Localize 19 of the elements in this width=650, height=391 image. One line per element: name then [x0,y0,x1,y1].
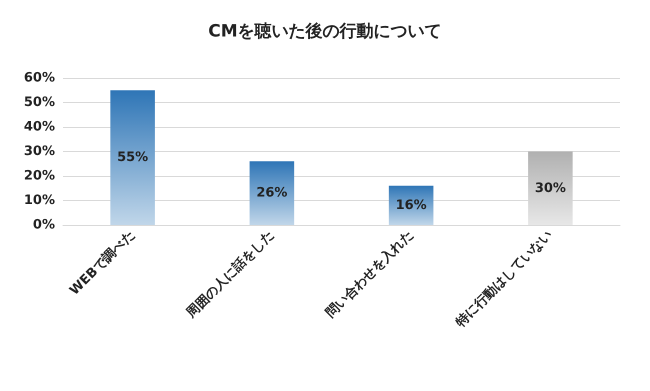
x-tick-label: 周囲の人に話をした [182,226,278,322]
y-tick-label: 50% [24,95,55,110]
x-tick-label: 問い合わせを入れた [322,226,416,322]
bar [528,152,573,225]
data-label: 16% [396,198,427,213]
bar [110,90,155,225]
y-tick-label: 0% [32,218,55,232]
data-label: 30% [534,180,566,196]
chart-title: CMを聴いた後の行動について [208,22,442,42]
x-tick-label: 特に行動はしていない [452,228,556,331]
bar [388,186,434,225]
data-label: 26% [256,186,288,201]
data-label: 55% [117,150,148,166]
bar [250,161,294,225]
y-tick-label: 20% [24,168,55,184]
y-tick-label: 60% [24,70,55,86]
y-tick-label: 30% [24,144,55,159]
y-tick-label: 40% [24,120,55,134]
y-tick-label: 10% [24,193,55,208]
